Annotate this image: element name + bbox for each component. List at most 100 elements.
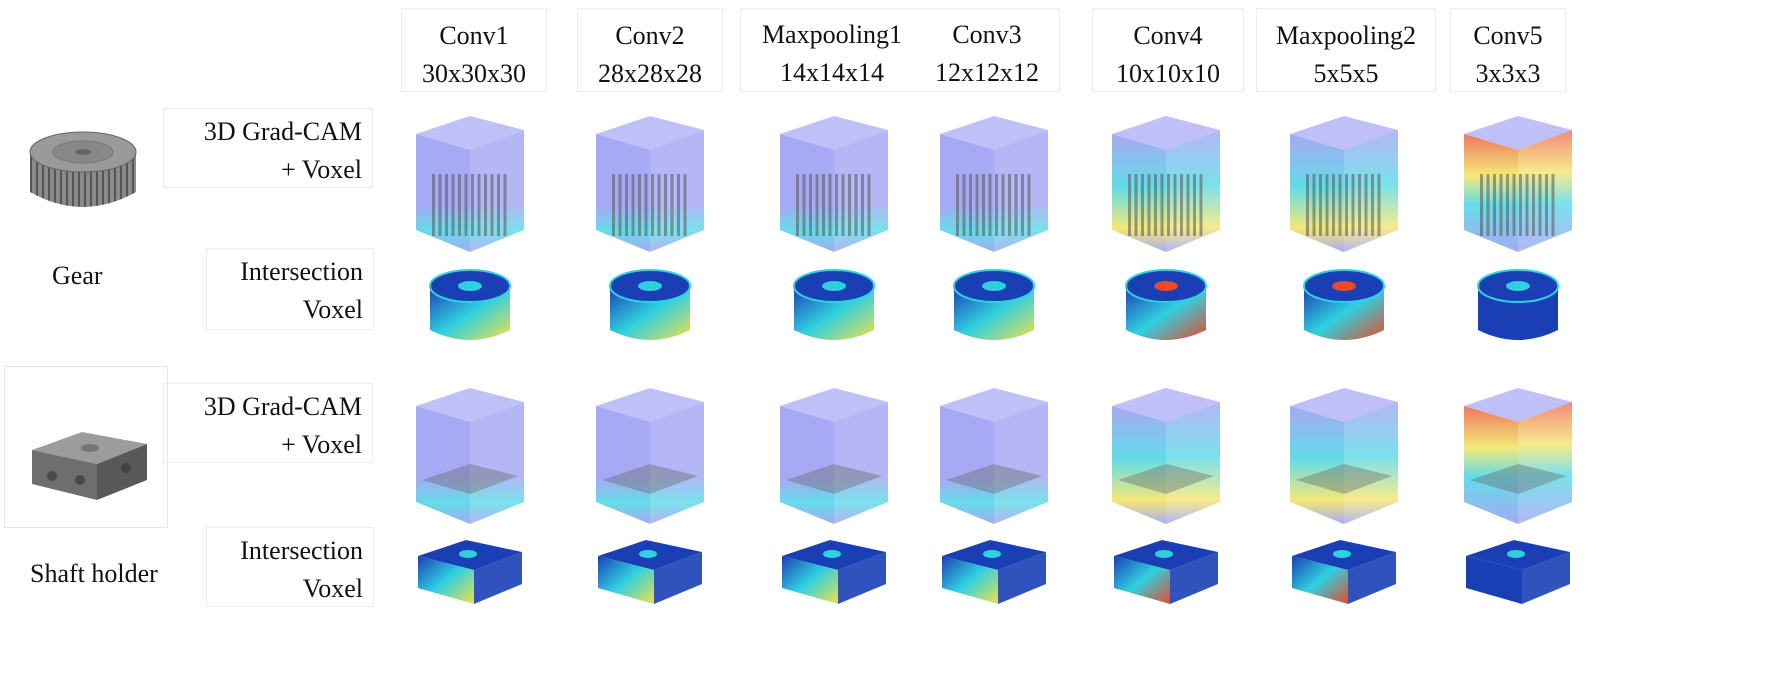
cube-left-face (416, 134, 470, 252)
gear-tooth (631, 174, 635, 236)
heatmap-cube (940, 116, 1048, 252)
gear-hub (638, 281, 662, 291)
gear-hub (458, 281, 482, 291)
intersection-shaft-holder-conv2 (588, 522, 712, 627)
gear-tooth (445, 174, 448, 236)
cube-top (596, 388, 704, 422)
holder-shadow (1470, 464, 1566, 494)
heatmap-solid (1125, 269, 1207, 340)
holder-hole (459, 550, 477, 558)
cube-left-face (1290, 406, 1344, 524)
gradcam-shaft-holder-conv2 (588, 384, 712, 529)
gear-tooth (1014, 174, 1018, 236)
heatmap-cube (1290, 388, 1398, 524)
gear-tooth (464, 174, 468, 236)
holder-front (942, 556, 998, 604)
holder-side (838, 552, 886, 604)
holder-side (1348, 552, 1396, 604)
gear-tooth (484, 174, 487, 236)
heatmap-cube (416, 116, 524, 252)
cube-right-face (1518, 402, 1572, 524)
intersection-shaft-holder-conv5 (1456, 522, 1580, 627)
heatmap-cube (1112, 116, 1220, 252)
intersection-gear-maxpooling1 (772, 246, 896, 351)
heatmap-cube (780, 116, 888, 252)
gradcam-gear-conv2 (588, 112, 712, 257)
gradcam-gear-maxpooling2 (1282, 112, 1406, 257)
gear-tooth (848, 174, 851, 236)
gear-tooth (995, 174, 998, 236)
intersection-shaft-holder-conv1 (408, 522, 532, 627)
gear-tooth (1180, 174, 1183, 236)
holder-hole (1507, 550, 1525, 558)
intersection-shaft-holder-conv4 (1104, 522, 1228, 627)
gear-hub (1154, 281, 1178, 291)
gear-tooth (618, 174, 622, 236)
gear-tooth (1499, 174, 1503, 236)
gear-tooth (867, 174, 871, 236)
gear-tooth (1021, 174, 1024, 236)
holder-hole (1155, 550, 1173, 558)
gear-tooth (1358, 174, 1361, 236)
intersection-gear-conv5 (1456, 246, 1580, 351)
gear-tooth (1512, 174, 1516, 236)
gear-tooth (1173, 174, 1177, 236)
gear-tooth (1160, 174, 1164, 236)
gear-tooth (841, 174, 845, 236)
cube-right-face (834, 402, 888, 524)
gear-tooth (975, 174, 979, 236)
heatmap-solid (953, 269, 1035, 340)
gear-tooth (1338, 174, 1342, 236)
holder-shadow (1296, 464, 1392, 494)
row-label-gear-intersection: Intersection Voxel (206, 248, 374, 330)
gear-tooth (1480, 174, 1483, 236)
heatmap-solid (1466, 540, 1570, 604)
gear-tooth (451, 174, 455, 236)
gear-tooth (471, 174, 474, 236)
row-label-line2: + Voxel (281, 430, 362, 459)
heatmap-cube (1464, 116, 1572, 252)
cube-top (1112, 388, 1220, 422)
row-label-shaft-gradcam: 3D Grad-CAM + Voxel (163, 383, 373, 463)
heatmap-cube (416, 388, 524, 524)
shaft-holder-model-icon (32, 432, 147, 500)
row-label-line2: Voxel (302, 295, 363, 324)
cube-top (780, 388, 888, 422)
holder-front (1466, 556, 1522, 604)
cube-top (1464, 116, 1572, 150)
header-size: 3x3x3 (1475, 59, 1541, 88)
gear-tooth (1128, 174, 1131, 236)
header-conv4: Conv4 10x10x10 (1092, 8, 1244, 92)
holder-front (782, 556, 838, 604)
heatmap-solid (1303, 269, 1385, 340)
cube-right-face (1166, 402, 1220, 524)
intersection-gear-conv3 (932, 246, 1056, 351)
shaft-holder-thumbnail-frame (4, 366, 168, 528)
holder-side (998, 552, 1046, 604)
gear-tooth (1519, 174, 1522, 236)
gradcam-shaft-holder-conv5 (1456, 384, 1580, 529)
gear-tooth (664, 174, 667, 236)
gradcam-gear-maxpooling1 (772, 112, 896, 257)
gear-tooth (982, 174, 985, 236)
heatmap-solid (418, 540, 522, 604)
row-label-line1: Intersection (240, 257, 363, 286)
gear-tooth (835, 174, 838, 236)
gear-tooth (956, 174, 959, 236)
gradcam-gear-conv4 (1104, 112, 1228, 257)
cube-right-face (470, 402, 524, 524)
header-name: Maxpooling1 (761, 20, 903, 49)
gear-tooth (1506, 174, 1509, 236)
gear-tooth (438, 174, 442, 236)
gear-tooth (1345, 174, 1348, 236)
cube-left-face (780, 406, 834, 524)
holder-shadow (1118, 464, 1214, 494)
heatmap-solid (1477, 269, 1559, 340)
cube-left-face (1464, 134, 1518, 252)
gear-tooth (1351, 174, 1355, 236)
gear-tooth (988, 174, 992, 236)
gradcam-shaft-holder-maxpooling2 (1282, 384, 1406, 529)
holder-front (1292, 556, 1348, 604)
gear-tooth (1486, 174, 1490, 236)
header-conv3: Conv3 12x12x12 (922, 8, 1052, 92)
